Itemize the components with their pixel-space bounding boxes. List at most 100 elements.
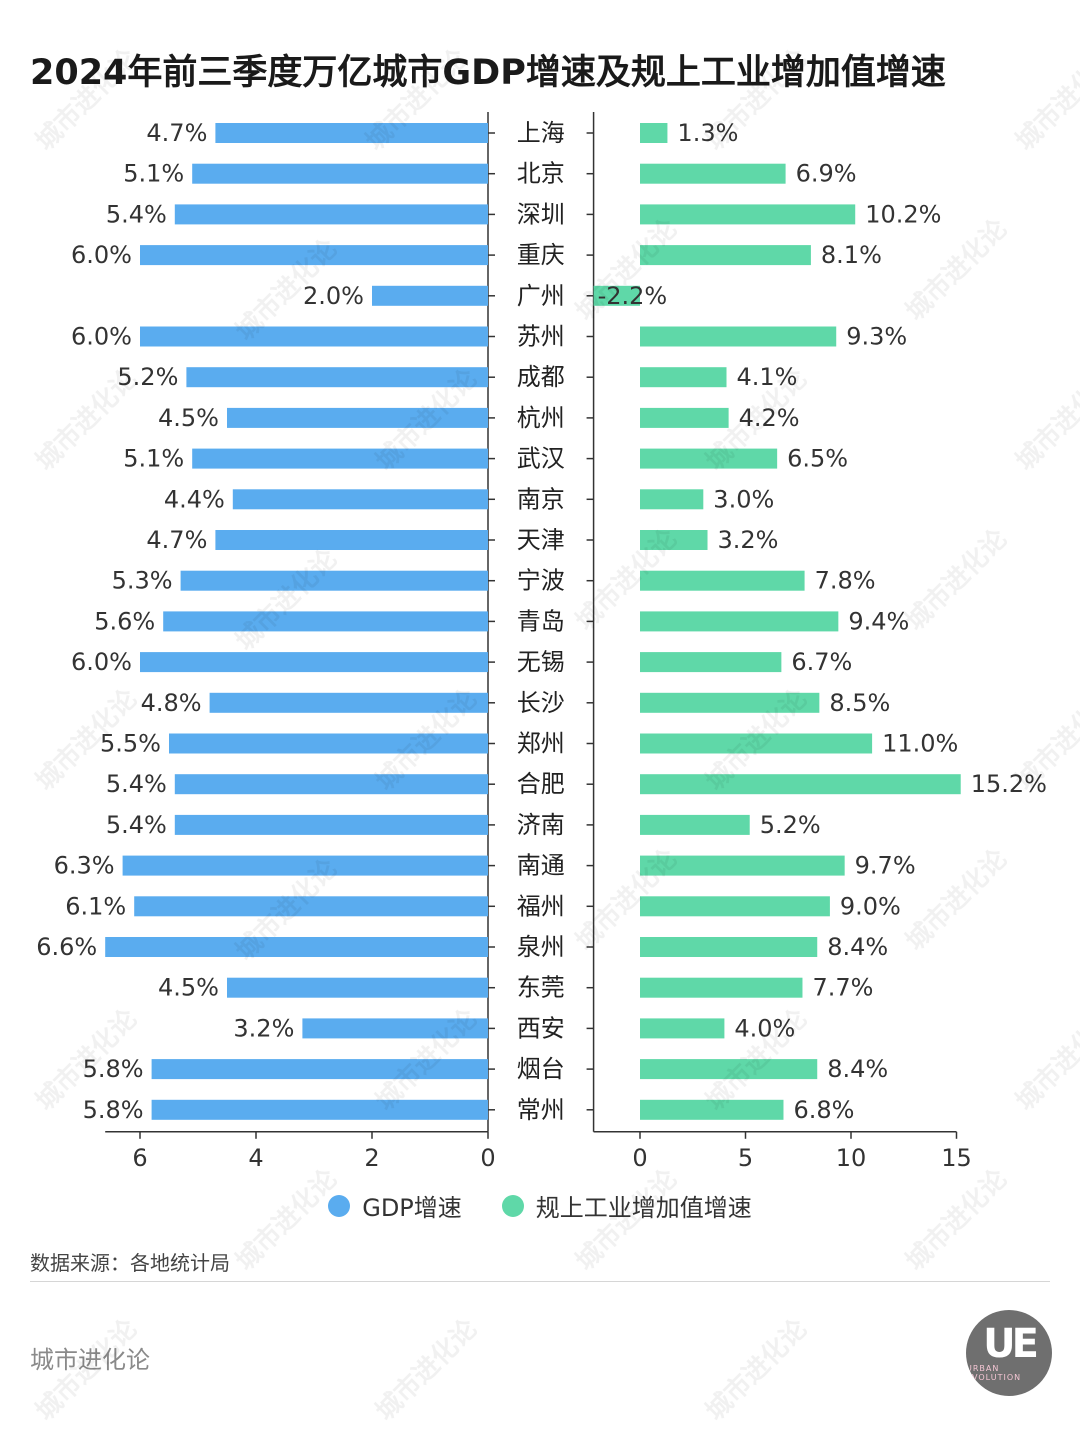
gdp-bar <box>122 855 488 876</box>
category-label: 无锡 <box>517 648 565 676</box>
industry-value-label: 4.2% <box>739 404 800 432</box>
industry-bar <box>640 855 845 876</box>
industry-tick-label: 5 <box>738 1144 753 1172</box>
gdp-value-label: 4.7% <box>146 526 207 554</box>
industry-value-label: 7.8% <box>815 567 876 595</box>
industry-value-label: 6.7% <box>791 648 852 676</box>
brand-logo: UE URBAN EVOLUTION <box>966 1310 1052 1396</box>
gdp-bar <box>215 530 488 550</box>
industry-value-label: 11.0% <box>882 730 958 758</box>
industry-value-label: 8.4% <box>827 1055 888 1083</box>
industry-bar <box>640 1018 725 1039</box>
chart-title: 2024年前三季度万亿城市GDP增速及规上工业增加值增速 <box>30 53 946 93</box>
legend-swatch-gdp <box>328 1194 351 1217</box>
industry-value-label: 6.9% <box>796 160 857 188</box>
watermark-text: 城市进化论 <box>700 1313 814 1427</box>
industry-bar <box>640 204 856 225</box>
category-label: 南京 <box>517 485 565 513</box>
category-label: 东莞 <box>517 974 565 1002</box>
category-label: 青岛 <box>517 607 565 635</box>
category-label: 成都 <box>517 363 565 391</box>
gdp-value-label: 5.4% <box>106 811 167 839</box>
gdp-bar <box>180 570 488 591</box>
industry-bar <box>640 1059 818 1080</box>
gdp-bar <box>209 692 488 713</box>
gdp-value-label: 5.6% <box>94 607 155 635</box>
gdp-value-label: 5.8% <box>83 1055 144 1083</box>
gdp-bar <box>186 367 488 388</box>
industry-value-label: 5.2% <box>760 811 821 839</box>
category-label: 深圳 <box>517 200 565 228</box>
industry-value-label: 9.3% <box>846 323 907 351</box>
industry-value-label: 7.7% <box>812 974 873 1002</box>
industry-bar <box>640 652 782 673</box>
gdp-value-label: 5.2% <box>117 363 178 391</box>
gdp-value-label: 4.5% <box>158 404 219 432</box>
gdp-bar <box>192 163 488 184</box>
gdp-bar <box>302 1018 488 1039</box>
gdp-bar <box>232 489 488 510</box>
gdp-value-label: 4.5% <box>158 974 219 1002</box>
industry-value-label: -2.2% <box>598 282 668 310</box>
category-label: 烟台 <box>517 1055 565 1083</box>
category-label: 西安 <box>517 1014 565 1042</box>
gdp-value-label: 4.4% <box>164 485 225 513</box>
industry-value-label: 4.1% <box>737 363 798 391</box>
industry-value-label: 9.0% <box>840 892 901 920</box>
gdp-bar <box>169 733 488 754</box>
industry-value-label: 3.2% <box>718 526 779 554</box>
gdp-value-label: 4.8% <box>141 689 202 717</box>
gdp-value-label: 5.5% <box>100 730 161 758</box>
brand-name: 城市进化论 <box>30 1346 150 1374</box>
gdp-value-label: 5.1% <box>123 445 184 473</box>
industry-bar <box>640 489 704 510</box>
industry-bar <box>593 285 640 306</box>
category-label: 苏州 <box>517 323 565 351</box>
category-label: 天津 <box>517 526 565 554</box>
gdp-bar <box>151 1099 488 1120</box>
gdp-bar <box>151 1059 488 1080</box>
industry-value-label: 4.0% <box>734 1014 795 1042</box>
category-label: 武汉 <box>517 445 565 473</box>
gdp-tick-label: 6 <box>132 1144 147 1172</box>
gdp-bar <box>215 123 488 143</box>
industry-value-label: 8.4% <box>827 933 888 961</box>
category-label: 杭州 <box>517 404 565 432</box>
category-label: 济南 <box>517 811 565 839</box>
industry-tick-label: 10 <box>836 1144 867 1172</box>
industry-bar <box>640 326 837 347</box>
gdp-bar <box>140 245 488 266</box>
gdp-value-label: 6.1% <box>65 892 126 920</box>
gdp-value-label: 6.0% <box>71 323 132 351</box>
category-label: 福州 <box>517 892 565 920</box>
industry-bar <box>640 448 778 469</box>
industry-value-label: 8.5% <box>829 689 890 717</box>
legend: GDP增速 规上工业增加值增速 <box>0 1188 1080 1223</box>
gdp-value-label: 6.6% <box>36 933 97 961</box>
industry-value-label: 1.3% <box>677 119 738 147</box>
gdp-value-label: 2.0% <box>303 282 364 310</box>
gdp-bar <box>105 937 488 957</box>
industry-tick-label: 0 <box>632 1144 647 1172</box>
gdp-value-label: 5.8% <box>83 1096 144 1124</box>
legend-item-gdp[interactable]: GDP增速 <box>328 1188 462 1223</box>
legend-item-industry[interactable]: 规上工业增加值增速 <box>501 1188 752 1223</box>
gdp-value-label: 6.3% <box>54 852 115 880</box>
industry-bar <box>640 611 839 632</box>
industry-bar <box>640 774 961 795</box>
gdp-tick-label: 0 <box>480 1144 495 1172</box>
divider <box>30 1281 1050 1282</box>
category-label: 长沙 <box>517 689 565 717</box>
gdp-value-label: 6.0% <box>71 648 132 676</box>
gdp-bar <box>174 774 489 795</box>
category-label: 重庆 <box>517 241 565 269</box>
gdp-bar <box>174 204 489 225</box>
industry-bar <box>640 977 803 998</box>
industry-bar <box>640 814 750 835</box>
industry-tick-label: 15 <box>941 1144 972 1172</box>
gdp-bar <box>372 285 488 306</box>
logo-mark: UE <box>983 1321 1039 1367</box>
gdp-value-label: 3.2% <box>233 1014 294 1042</box>
legend-label-gdp: GDP增速 <box>362 1194 462 1222</box>
gdp-value-label: 5.3% <box>112 567 173 595</box>
